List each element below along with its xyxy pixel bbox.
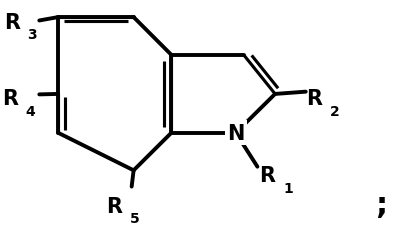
Text: N: N — [227, 123, 244, 143]
Text: 3: 3 — [28, 28, 37, 42]
Text: ;: ; — [375, 190, 387, 219]
Text: 2: 2 — [330, 104, 340, 118]
Text: 4: 4 — [26, 104, 35, 118]
Text: R: R — [4, 13, 20, 32]
Text: R: R — [106, 196, 122, 216]
Text: R: R — [307, 89, 323, 109]
Text: 1: 1 — [283, 181, 293, 195]
Text: 5: 5 — [130, 211, 140, 225]
Text: R: R — [2, 89, 18, 109]
Text: R: R — [259, 166, 275, 185]
